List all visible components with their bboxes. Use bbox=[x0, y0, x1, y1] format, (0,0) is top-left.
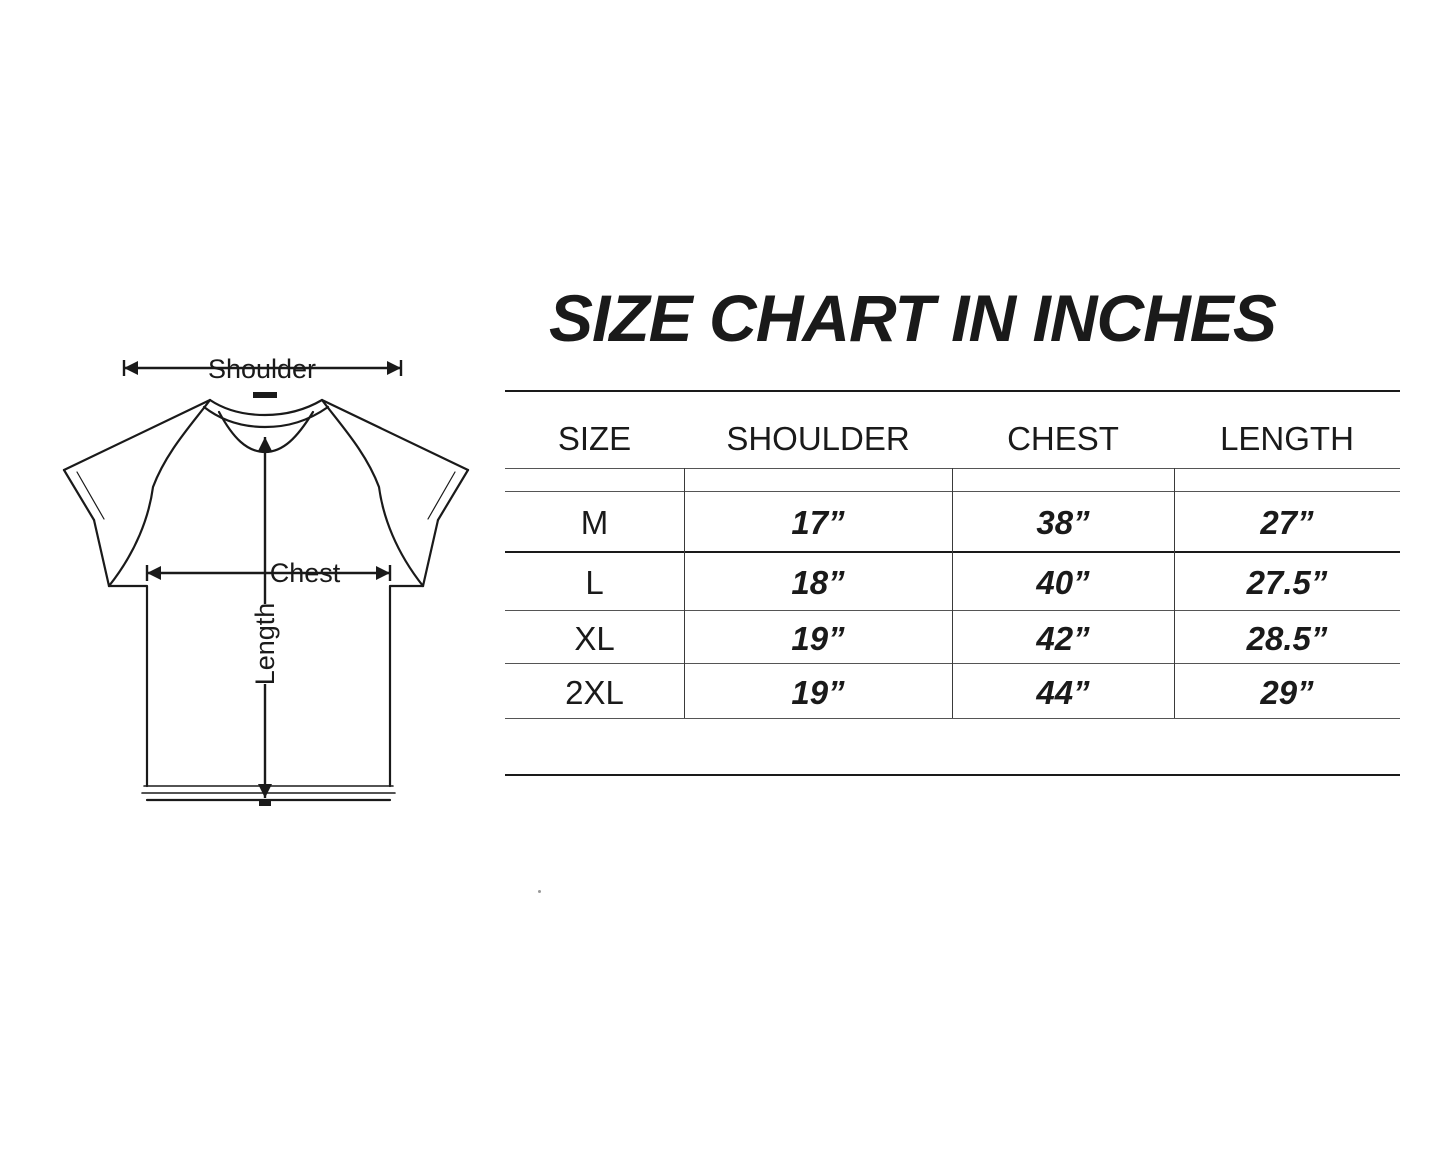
svg-text:Chest: Chest bbox=[270, 558, 341, 588]
svg-text:Length: Length bbox=[250, 603, 280, 686]
svg-text:Shoulder: Shoulder bbox=[208, 354, 316, 384]
